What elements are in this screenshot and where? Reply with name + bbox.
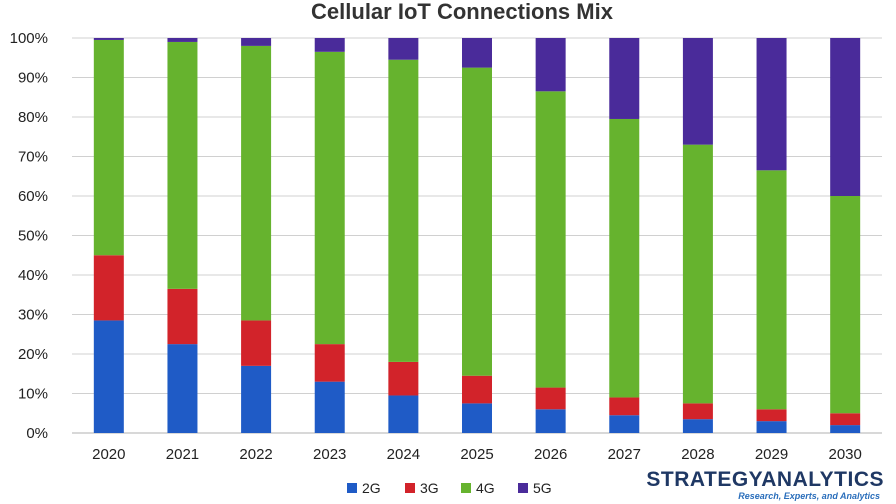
y-tick-label: 30% bbox=[18, 307, 48, 324]
brand-logo: STRATEGYANALYTICS Research, Experts, and… bbox=[646, 468, 884, 501]
bar-segment-2g-2023 bbox=[314, 381, 345, 433]
bar-segment-4g-2020 bbox=[93, 39, 124, 256]
x-tick-label: 2024 bbox=[387, 446, 420, 463]
x-tick-label: 2027 bbox=[608, 446, 641, 463]
y-tick-label: 70% bbox=[18, 149, 48, 166]
bar-segment-4g-2022 bbox=[241, 45, 272, 321]
x-tick-label: 2028 bbox=[681, 446, 714, 463]
x-tick-label: 2020 bbox=[92, 446, 125, 463]
legend-label-3g: 3G bbox=[420, 480, 439, 496]
bar-segment-3g-2029 bbox=[756, 409, 787, 422]
bar-segment-2g-2029 bbox=[756, 421, 787, 433]
bar-segment-2g-2024 bbox=[388, 395, 419, 433]
bar-segment-2g-2027 bbox=[609, 415, 640, 433]
bar-segment-5g-2029 bbox=[756, 38, 787, 171]
bar-segment-4g-2027 bbox=[609, 118, 640, 398]
bar-segment-5g-2022 bbox=[241, 38, 272, 46]
bar-segment-3g-2023 bbox=[314, 344, 345, 382]
legend-swatch-4g bbox=[461, 483, 471, 493]
bar-segment-2g-2022 bbox=[241, 365, 272, 433]
x-tick-label: 2026 bbox=[534, 446, 567, 463]
bar-segment-5g-2028 bbox=[682, 38, 713, 145]
y-tick-label: 20% bbox=[18, 346, 48, 363]
y-tick-label: 100% bbox=[10, 30, 48, 47]
y-tick-label: 90% bbox=[18, 70, 48, 87]
chart-title: Cellular IoT Connections Mix bbox=[311, 0, 614, 24]
bar-segment-5g-2026 bbox=[535, 38, 566, 92]
x-axis: 2020 2021 2022 2023 2024 2025 2026 2027 2028 2029… bbox=[92, 446, 862, 463]
bar-segment-2g-2025 bbox=[462, 403, 492, 433]
y-tick-label: 50% bbox=[18, 228, 48, 245]
legend: 2G 3G 4G 5G bbox=[347, 480, 552, 496]
bar-segment-3g-2020 bbox=[93, 255, 124, 321]
bar-segment-5g-2027 bbox=[609, 38, 640, 119]
bar-segment-5g-2023 bbox=[314, 38, 345, 52]
bars bbox=[93, 38, 861, 433]
bar-segment-2g-2021 bbox=[167, 344, 198, 433]
y-tick-label: 80% bbox=[18, 109, 48, 126]
x-tick-label: 2023 bbox=[313, 446, 346, 463]
bar-segment-3g-2027 bbox=[609, 397, 640, 416]
bar-segment-2g-2020 bbox=[93, 320, 124, 433]
bar-segment-3g-2022 bbox=[241, 320, 272, 366]
bar-segment-5g-2024 bbox=[388, 38, 419, 60]
y-tick-label: 60% bbox=[18, 188, 48, 205]
bar-segment-4g-2030 bbox=[830, 196, 861, 414]
y-tick-label: 40% bbox=[18, 267, 48, 284]
bar-segment-4g-2024 bbox=[388, 59, 419, 362]
bar-segment-5g-2025 bbox=[462, 38, 492, 68]
x-tick-label: 2030 bbox=[828, 446, 861, 463]
brand-name: STRATEGYANALYTICS bbox=[646, 468, 884, 491]
bar-segment-5g-2030 bbox=[830, 38, 861, 196]
bar-segment-2g-2026 bbox=[535, 409, 566, 433]
y-tick-label: 10% bbox=[18, 386, 48, 403]
bar-segment-4g-2026 bbox=[535, 91, 566, 388]
bar-segment-3g-2024 bbox=[388, 361, 419, 396]
bar-segment-5g-2021 bbox=[167, 38, 198, 42]
y-axis: 0% 10% 20% 30% 40% 50% 60% 70% 80% 90% 100% bbox=[10, 30, 48, 442]
legend-swatch-2g bbox=[347, 483, 357, 493]
legend-label-2g: 2G bbox=[362, 480, 381, 496]
x-tick-label: 2021 bbox=[166, 446, 199, 463]
bar-segment-3g-2028 bbox=[682, 403, 713, 420]
legend-label-5g: 5G bbox=[533, 480, 552, 496]
bar-segment-2g-2028 bbox=[682, 419, 713, 433]
bar-segment-4g-2025 bbox=[462, 67, 492, 376]
bar-segment-4g-2028 bbox=[682, 144, 713, 404]
bar-segment-3g-2021 bbox=[167, 288, 198, 345]
bar-segment-4g-2021 bbox=[167, 41, 198, 289]
bar-segment-3g-2025 bbox=[462, 375, 492, 404]
legend-swatch-3g bbox=[405, 483, 415, 493]
y-tick-label: 0% bbox=[26, 425, 48, 442]
bar-segment-4g-2029 bbox=[756, 170, 787, 410]
x-tick-label: 2029 bbox=[755, 446, 788, 463]
legend-label-4g: 4G bbox=[476, 480, 495, 496]
bar-segment-4g-2023 bbox=[314, 51, 345, 345]
x-tick-label: 2025 bbox=[460, 446, 493, 463]
bar-segment-3g-2030 bbox=[830, 413, 861, 426]
bar-segment-3g-2026 bbox=[535, 387, 566, 410]
x-tick-label: 2022 bbox=[239, 446, 272, 463]
legend-swatch-5g bbox=[518, 483, 528, 493]
bar-segment-2g-2030 bbox=[830, 425, 861, 433]
bar-segment-5g-2020 bbox=[93, 38, 124, 40]
brand-tagline: Research, Experts, and Analytics bbox=[738, 491, 880, 501]
